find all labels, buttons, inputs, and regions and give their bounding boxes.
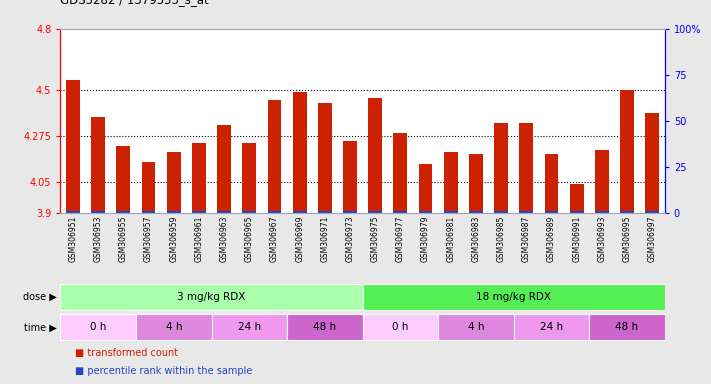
Text: 4 h: 4 h (166, 322, 182, 333)
Text: 48 h: 48 h (314, 322, 336, 333)
Text: ■ transformed count: ■ transformed count (75, 348, 178, 358)
Bar (192, 144, 206, 213)
Bar (293, 92, 306, 213)
Text: 3 mg/kg RDX: 3 mg/kg RDX (177, 291, 246, 302)
Text: 0 h: 0 h (90, 322, 107, 333)
Bar (393, 133, 407, 213)
Bar (60, 314, 136, 340)
Bar (267, 211, 282, 213)
Bar (363, 284, 665, 310)
Bar (242, 144, 256, 213)
Text: 18 mg/kg RDX: 18 mg/kg RDX (476, 291, 551, 302)
Text: 24 h: 24 h (540, 322, 563, 333)
Bar (167, 152, 181, 213)
Bar (318, 211, 332, 213)
Bar (141, 211, 156, 213)
Bar (343, 211, 357, 213)
Text: ■ percentile rank within the sample: ■ percentile rank within the sample (75, 366, 252, 376)
Bar (363, 314, 438, 340)
Bar (514, 314, 589, 340)
Bar (267, 101, 282, 213)
Bar (419, 211, 432, 213)
Bar (117, 146, 130, 213)
Bar (287, 314, 363, 340)
Bar (438, 314, 514, 340)
Bar (494, 123, 508, 213)
Text: dose ▶: dose ▶ (23, 291, 57, 302)
Bar (595, 211, 609, 213)
Bar (519, 123, 533, 213)
Bar (494, 211, 508, 213)
Text: 0 h: 0 h (392, 322, 409, 333)
Text: 24 h: 24 h (237, 322, 261, 333)
Bar (91, 117, 105, 213)
Bar (242, 211, 256, 213)
Text: GDS5282 / 1379553_s_at: GDS5282 / 1379553_s_at (60, 0, 209, 6)
Bar (343, 141, 357, 213)
Bar (293, 211, 306, 213)
Bar (595, 150, 609, 213)
Bar (117, 211, 130, 213)
Text: time ▶: time ▶ (24, 322, 57, 333)
Bar (192, 211, 206, 213)
Bar (66, 80, 80, 213)
Bar (167, 211, 181, 213)
Bar (368, 98, 382, 213)
Bar (318, 103, 332, 213)
Bar (444, 211, 458, 213)
Text: 4 h: 4 h (468, 322, 484, 333)
Bar (66, 211, 80, 213)
Bar (217, 211, 231, 213)
Bar (620, 211, 634, 213)
Bar (136, 314, 212, 340)
Bar (469, 154, 483, 213)
Bar (393, 211, 407, 213)
Bar (589, 314, 665, 340)
Bar (212, 314, 287, 340)
Bar (141, 162, 156, 213)
Bar (469, 211, 483, 213)
Bar (545, 154, 558, 213)
Bar (91, 211, 105, 213)
Text: 48 h: 48 h (616, 322, 638, 333)
Bar (646, 211, 659, 213)
Bar (519, 211, 533, 213)
Bar (368, 211, 382, 213)
Bar (217, 125, 231, 213)
Bar (419, 164, 432, 213)
Bar (60, 284, 363, 310)
Bar (545, 211, 558, 213)
Bar (646, 113, 659, 213)
Bar (620, 90, 634, 213)
Bar (444, 152, 458, 213)
Bar (570, 211, 584, 213)
Bar (570, 184, 584, 213)
